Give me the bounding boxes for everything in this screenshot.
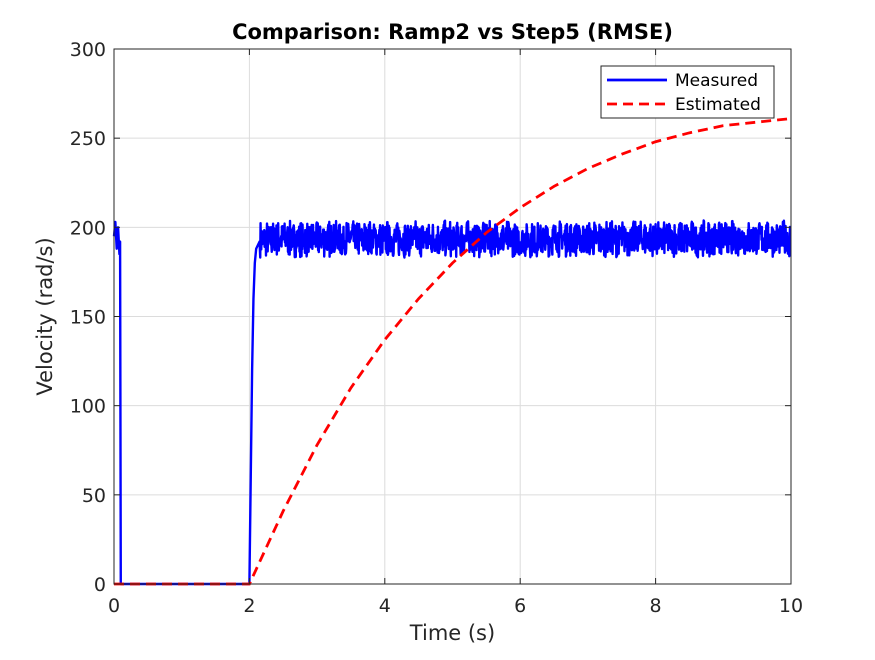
legend-label-estimated: Estimated: [675, 95, 761, 115]
legend-box: [600, 65, 775, 119]
x-tick-label: 4: [379, 595, 391, 617]
x-tick-label: 8: [650, 595, 662, 617]
series-line-estimated: [114, 117, 792, 586]
x-tick-label: 6: [514, 595, 526, 617]
x-tick-label: 10: [779, 595, 803, 617]
legend-label-measured: Measured: [675, 71, 758, 91]
y-tick-label: 300: [70, 39, 106, 61]
y-tick-label: 200: [70, 217, 106, 239]
y-tick-label: 50: [82, 485, 106, 507]
y-tick-label: 100: [70, 396, 106, 418]
chart-title: Comparison: Ramp2 vs Step5 (RMSE): [232, 20, 673, 44]
x-tick-label: 0: [108, 595, 120, 617]
x-axis-label: Time (s): [409, 621, 495, 645]
series-layer: [112, 117, 792, 586]
y-tick-label: 250: [70, 128, 106, 150]
y-tick-label: 0: [94, 574, 106, 596]
x-tick-label: 2: [243, 595, 255, 617]
legend: Measured Estimated: [600, 65, 775, 119]
y-tick-label: 150: [70, 307, 106, 329]
y-axis-label: Velocity (rad/s): [33, 237, 57, 395]
series-line-measured: [112, 219, 792, 586]
